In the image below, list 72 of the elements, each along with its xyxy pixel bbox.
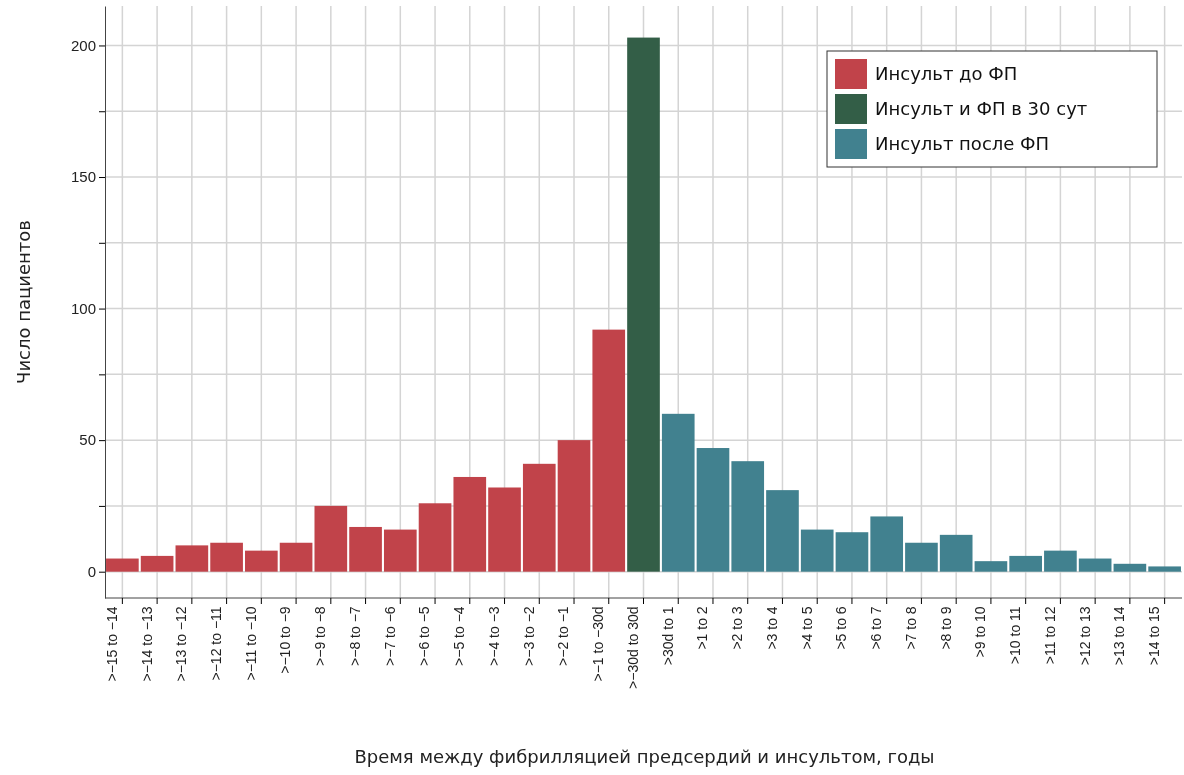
bar [557,440,591,572]
bar [939,534,973,572]
bar [870,516,904,572]
bar [835,532,869,572]
x-tick-label: >−1 to −30d [590,606,607,682]
bar [349,526,382,572]
x-tick-label: >30d to 1 [659,606,676,666]
legend-label: Инсульт после ФП [875,133,1050,154]
bar [974,561,1008,572]
bar [1078,558,1112,572]
x-tick-label: >−5 to −4 [451,606,468,666]
x-tick-label: >−6 to −5 [416,606,433,666]
x-tick-label: >−3 to −2 [520,606,537,666]
y-tick-label: 50 [79,431,96,449]
bar [140,555,174,572]
bar [1148,566,1181,572]
y-tick-label: 100 [70,299,96,317]
bar [488,487,521,572]
x-tick-label: >−7 to −6 [381,606,398,666]
x-tick-label: >−9 to −8 [312,606,329,666]
x-tick-label: >−8 to −7 [346,606,363,666]
legend-label: Инсульт и ФП в 30 сут [875,98,1088,119]
y-tick-label: 200 [70,36,96,54]
x-tick-label: >−13 to −12 [173,606,190,682]
x-tick-label: >3 to 4 [763,606,780,650]
x-tick-label: >−15 to −14 [103,606,120,682]
x-tick-label: >−11 to −10 [242,606,259,681]
x-tick-label: >2 to 3 [729,606,746,650]
bar [592,329,626,572]
bar [210,542,243,572]
x-tick-label: >5 to 6 [833,606,850,650]
legend-label: Инсульт до ФП [875,63,1018,84]
x-tick-label: >13 to 14 [1111,606,1128,666]
x-tick-label: >14 to 15 [1146,606,1163,666]
x-tick-label: >6 to 7 [868,606,885,650]
x-tick-label: >11 to 12 [1041,606,1058,665]
bar [522,463,556,572]
bar [106,558,139,572]
bar [383,529,417,572]
bar [279,542,313,572]
bar [314,505,348,572]
bar [418,503,452,572]
bar [627,37,660,572]
bar [696,448,730,572]
x-tick-label: >−30d to 30d [624,606,641,689]
x-tick-label: >9 to 10 [972,606,989,658]
y-tick-label: 0 [87,562,96,580]
x-tick-label: >−2 to −1 [555,606,572,666]
x-tick-label: >12 to 13 [1076,606,1093,666]
bar [1009,555,1042,572]
bar [731,461,765,572]
x-axis-title: Время между фибрилляцией предсердий и инсультом, годы [354,746,935,767]
bar [661,413,695,572]
bar [245,550,278,572]
x-tick-label: >1 to 2 [694,606,711,650]
x-tick-label: >−10 to −9 [277,606,294,674]
y-axis-title: Число пациентов [13,220,34,384]
bar [1044,550,1077,572]
x-tick-label: >4 to 5 [798,606,815,650]
x-tick-label: >8 to 9 [937,606,954,650]
bar [766,490,799,572]
x-tick-label: >−4 to −3 [485,606,502,666]
x-tick-label: >−12 to −11 [208,606,224,681]
x-tick-label: >10 to 11 [1007,606,1024,665]
bar [175,545,209,572]
y-tick-label: 150 [70,168,96,186]
x-tick-label: >−14 to −13 [138,606,155,682]
bar [905,542,938,572]
x-tick-label: >7 to 8 [902,606,919,650]
bar [800,529,834,572]
bar [453,476,487,572]
bar [1113,563,1147,572]
